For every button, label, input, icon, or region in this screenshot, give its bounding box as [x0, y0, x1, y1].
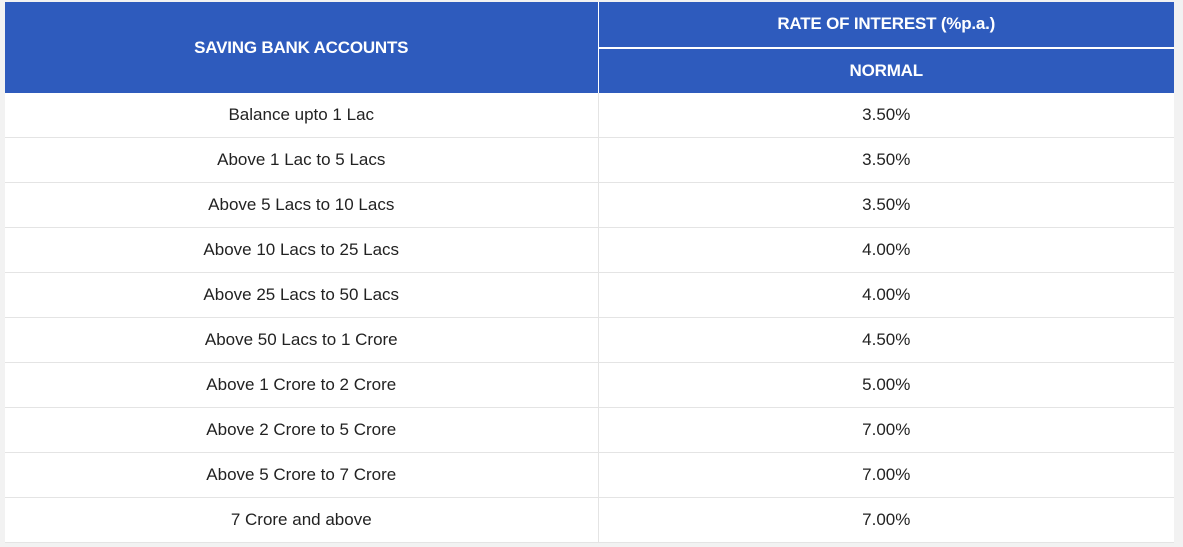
header-row-top: SAVING BANK ACCOUNTS RATE OF INTEREST (%…: [5, 2, 1174, 93]
balance-range-cell: Above 1 Lac to 5 Lacs: [5, 137, 599, 183]
header-row-bottom: NORMAL: [5, 47, 1174, 93]
interest-rate-cell: 7.00%: [598, 452, 1174, 498]
balance-range-cell: Above 10 Lacs to 25 Lacs: [5, 227, 599, 273]
balance-range-cell: Above 50 Lacs to 1 Crore: [5, 317, 599, 363]
balance-range-cell: 7 Crore and above: [5, 497, 599, 543]
rate-of-interest-header: RATE OF INTEREST (%p.a.): [598, 2, 1174, 49]
table-row: 7 Crore and above 7.00%: [5, 497, 1174, 543]
saving-bank-accounts-header: SAVING BANK ACCOUNTS: [5, 2, 599, 93]
table-row: Balance upto 1 Lac 3.50%: [5, 93, 1174, 138]
table-row: Above 10 Lacs to 25 Lacs 4.00%: [5, 227, 1174, 273]
interest-rate-cell: 7.00%: [598, 407, 1174, 453]
interest-rate-cell: 4.50%: [598, 317, 1174, 363]
interest-rate-cell: 4.00%: [598, 272, 1174, 318]
table-row: Above 1 Crore to 2 Crore 5.00%: [5, 362, 1174, 408]
table-header: SAVING BANK ACCOUNTS RATE OF INTEREST (%…: [5, 2, 1174, 93]
table-row: Above 25 Lacs to 50 Lacs 4.00%: [5, 272, 1174, 318]
interest-rate-cell: 3.50%: [598, 137, 1174, 183]
balance-range-cell: Above 5 Lacs to 10 Lacs: [5, 182, 599, 228]
balance-range-cell: Above 1 Crore to 2 Crore: [5, 362, 599, 408]
interest-rate-cell: 3.50%: [598, 182, 1174, 228]
normal-subheader: NORMAL: [598, 47, 1174, 93]
table-row: Above 1 Lac to 5 Lacs 3.50%: [5, 137, 1174, 183]
interest-rate-table: SAVING BANK ACCOUNTS RATE OF INTEREST (%…: [5, 2, 1174, 543]
table-body: Balance upto 1 Lac 3.50% Above 1 Lac to …: [5, 93, 1174, 543]
balance-range-cell: Above 25 Lacs to 50 Lacs: [5, 272, 599, 318]
interest-rate-cell: 4.00%: [598, 227, 1174, 273]
table-row: Above 50 Lacs to 1 Crore 4.50%: [5, 317, 1174, 363]
interest-rate-table-container: SAVING BANK ACCOUNTS RATE OF INTEREST (%…: [5, 2, 1174, 543]
interest-rate-cell: 7.00%: [598, 497, 1174, 543]
balance-range-cell: Above 5 Crore to 7 Crore: [5, 452, 599, 498]
interest-rate-cell: 5.00%: [598, 362, 1174, 408]
table-row: Above 5 Lacs to 10 Lacs 3.50%: [5, 182, 1174, 228]
balance-range-cell: Balance upto 1 Lac: [5, 93, 599, 138]
balance-range-cell: Above 2 Crore to 5 Crore: [5, 407, 599, 453]
interest-rate-cell: 3.50%: [598, 93, 1174, 138]
table-row: Above 5 Crore to 7 Crore 7.00%: [5, 452, 1174, 498]
table-row: Above 2 Crore to 5 Crore 7.00%: [5, 407, 1174, 453]
